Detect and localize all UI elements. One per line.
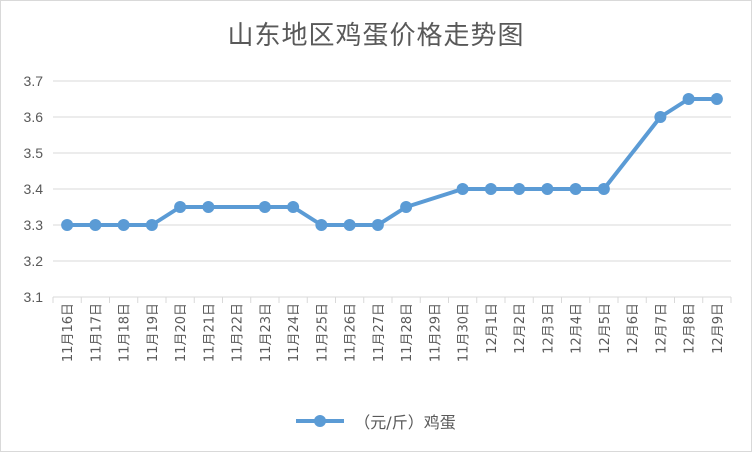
- x-tick-label: 11月27日: [372, 303, 387, 362]
- y-tick-label: 3.1: [24, 289, 44, 305]
- x-tick-label: 11月20日: [174, 303, 189, 362]
- data-point: [654, 111, 667, 123]
- x-tick-label: 12月8日: [683, 303, 698, 354]
- data-point: [174, 201, 187, 213]
- data-point: [569, 183, 582, 195]
- x-tick-label: 11月25日: [315, 303, 330, 362]
- data-point: [145, 219, 158, 231]
- y-tick-label: 3.6: [24, 109, 44, 125]
- x-tick-label: 11月22日: [231, 303, 246, 362]
- x-tick-label: 12月6日: [626, 303, 641, 354]
- data-point: [682, 93, 695, 105]
- y-tick-label: 3.3: [24, 217, 44, 233]
- legend-line-marker-icon: [296, 413, 345, 429]
- x-tick-label: 12月9日: [711, 303, 726, 354]
- data-point: [597, 183, 610, 195]
- x-tick-label: 11月19日: [146, 303, 161, 362]
- chart-title: 山东地区鸡蛋价格走势图: [227, 21, 525, 51]
- x-tick-label: 11月18日: [118, 303, 133, 362]
- data-point: [371, 219, 384, 231]
- y-tick-label: 3.2: [24, 253, 44, 269]
- x-tick-label: 11月21日: [202, 303, 217, 362]
- y-tick-label: 3.5: [24, 145, 44, 161]
- data-point: [456, 183, 469, 195]
- x-tick-label: 11月24日: [287, 303, 302, 362]
- y-tick-label: 3.4: [24, 181, 44, 197]
- x-tick-label: 11月29日: [428, 303, 443, 362]
- legend-label: （元/斤）鸡蛋: [354, 413, 456, 432]
- data-point: [513, 183, 526, 195]
- x-tick-label: 11月17日: [89, 303, 104, 362]
- data-point: [287, 201, 300, 213]
- data-point: [343, 219, 356, 231]
- data-point: [541, 183, 554, 195]
- y-tick-label: 3.7: [24, 73, 44, 89]
- x-tick-label: 11月26日: [344, 303, 359, 362]
- data-point: [117, 219, 130, 231]
- data-point: [315, 219, 328, 231]
- data-point: [400, 201, 413, 213]
- data-point: [202, 201, 215, 213]
- x-tick-label: 11月30日: [457, 303, 472, 362]
- x-tick-label: 11月28日: [400, 303, 415, 362]
- x-tick-label: 12月7日: [654, 303, 669, 354]
- data-point: [484, 183, 497, 195]
- legend: （元/斤）鸡蛋: [1, 409, 751, 433]
- data-point: [89, 219, 102, 231]
- data-point: [61, 219, 74, 231]
- data-point: [258, 201, 271, 213]
- x-tick-label: 11月16日: [61, 303, 76, 362]
- x-tick-label: 11月23日: [259, 303, 274, 362]
- x-tick-label: 12月1日: [485, 303, 500, 354]
- x-tick-label: 12月3日: [541, 303, 556, 354]
- data-point: [710, 93, 723, 105]
- x-tick-label: 12月2日: [513, 303, 528, 354]
- x-tick-label: 12月5日: [598, 303, 613, 354]
- series-line: [65, 97, 719, 227]
- x-tick-label: 12月4日: [570, 303, 585, 354]
